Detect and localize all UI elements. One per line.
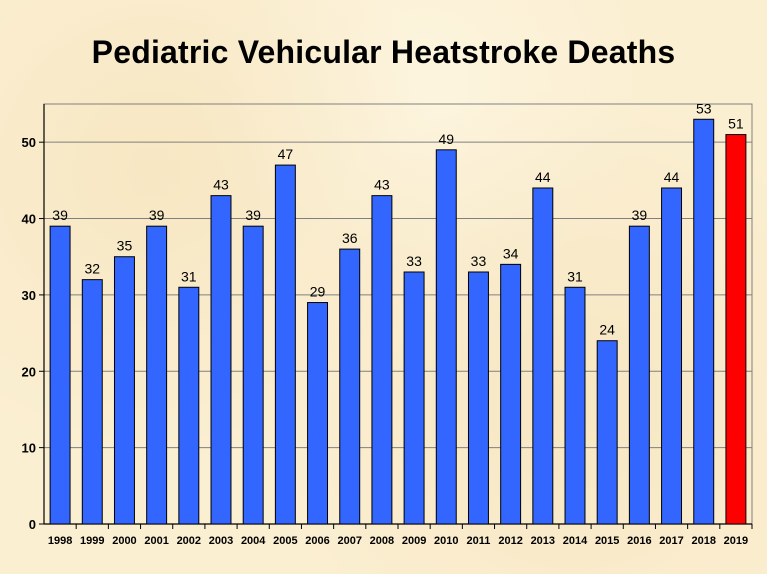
data-label: 39 [245, 207, 261, 223]
bar [467, 271, 489, 525]
data-label: 49 [438, 131, 454, 147]
bar [403, 271, 425, 525]
y-tick-label: 10 [22, 441, 36, 456]
bar [49, 225, 71, 525]
x-tick-label: 1998 [48, 535, 72, 547]
data-label: 44 [535, 169, 551, 185]
bar [532, 187, 554, 525]
data-label: 31 [567, 268, 583, 284]
x-tick-label: 2009 [402, 535, 426, 547]
bar [81, 279, 103, 525]
data-label: 39 [149, 207, 165, 223]
data-label: 43 [374, 177, 390, 193]
bar [596, 340, 618, 525]
bar [628, 225, 650, 525]
bar [693, 118, 715, 525]
data-label: 24 [599, 322, 615, 338]
data-label: 39 [632, 207, 648, 223]
data-label: 29 [310, 284, 326, 300]
data-label: 43 [213, 177, 229, 193]
bar [113, 256, 135, 525]
data-label: 31 [181, 268, 197, 284]
x-tick-label: 2019 [724, 535, 748, 547]
data-label: 47 [278, 146, 294, 162]
x-tick-label: 2001 [144, 535, 168, 547]
x-tick-label: 2018 [691, 535, 715, 547]
data-label: 44 [664, 169, 680, 185]
data-label: 33 [471, 253, 487, 269]
x-tick-label: 2011 [467, 535, 491, 547]
chart-title: Pediatric Vehicular Heatstroke Deaths [91, 34, 676, 70]
y-tick-label: 30 [22, 288, 36, 303]
data-label: 33 [406, 253, 422, 269]
x-tick-label: 2008 [370, 535, 394, 547]
x-tick-label: 2012 [498, 535, 522, 547]
bar [210, 195, 232, 525]
data-label: 35 [117, 238, 133, 254]
bar [661, 187, 683, 525]
x-tick-label: 2004 [241, 535, 266, 547]
x-tick-label: 2015 [595, 535, 619, 547]
y-tick-label: 40 [22, 212, 36, 227]
data-label: 36 [342, 230, 358, 246]
y-tick-label: 0 [29, 517, 36, 532]
bar [178, 286, 200, 525]
bar [371, 195, 393, 525]
data-label: 53 [696, 100, 712, 116]
x-tick-label: 2006 [305, 535, 329, 547]
x-tick-label: 2007 [337, 535, 361, 547]
x-tick-label: 2017 [659, 535, 683, 547]
data-label: 51 [728, 116, 744, 132]
data-label: 34 [503, 245, 519, 261]
y-tick-label: 50 [22, 135, 36, 150]
x-tick-label: 1999 [80, 535, 104, 547]
x-tick-label: 2014 [563, 535, 588, 547]
x-tick-label: 2003 [209, 535, 233, 547]
x-tick-label: 2016 [627, 535, 651, 547]
data-label: 32 [84, 261, 100, 277]
x-tick-label: 2002 [177, 535, 201, 547]
bar [725, 134, 747, 525]
y-tick-label: 20 [22, 364, 36, 379]
bar [242, 225, 264, 525]
bar [564, 286, 586, 525]
x-tick-label: 2010 [434, 535, 458, 547]
bar [435, 149, 457, 525]
bar [339, 248, 361, 525]
bar [274, 164, 296, 525]
x-tick-label: 2005 [273, 535, 297, 547]
data-label: 39 [52, 207, 68, 223]
x-tick-label: 2000 [112, 535, 136, 547]
bar [146, 225, 168, 525]
bar [500, 263, 522, 525]
x-tick-label: 2013 [531, 535, 555, 547]
bar [307, 302, 329, 525]
